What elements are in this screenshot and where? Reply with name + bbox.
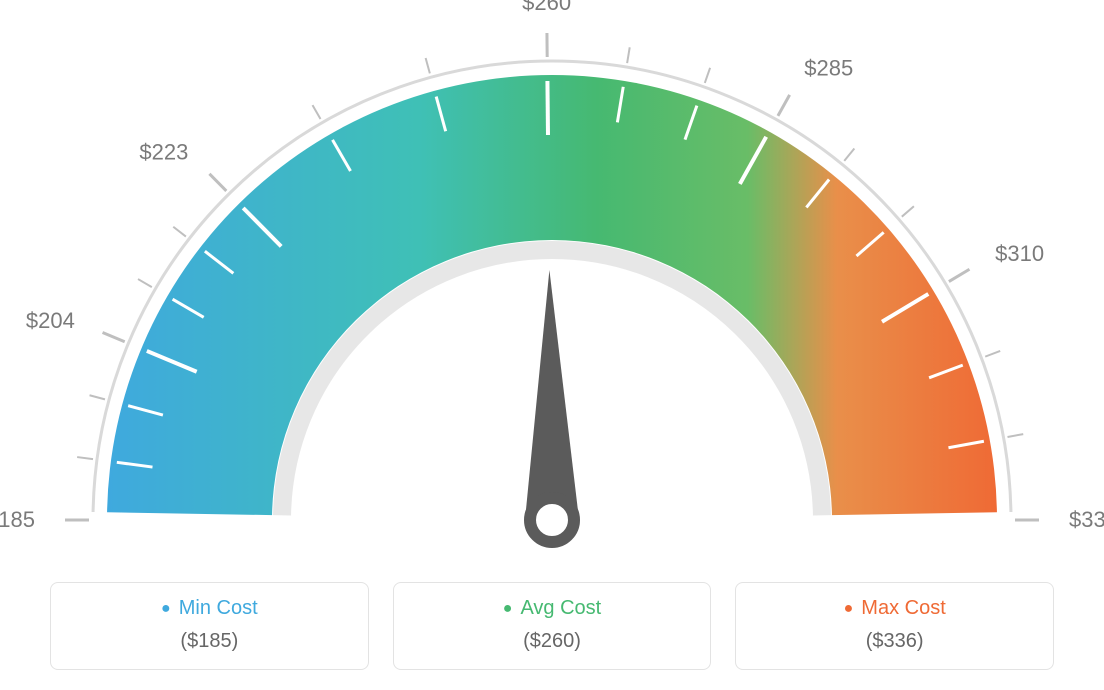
legend-avg-value: ($260) (404, 630, 701, 653)
legend-card-min: Min Cost ($185) (50, 582, 369, 670)
gauge-svg: $185 $204 $223 $260 $285 $310 $336 (0, 0, 1104, 560)
legend-avg-title: Avg Cost (404, 597, 701, 620)
gauge-tick-label: $223 (139, 140, 188, 165)
gauge-tick-label: $260 (522, 0, 571, 15)
gauge-tick-label: $285 (804, 56, 853, 81)
legend-row: Min Cost ($185) Avg Cost ($260) Max Cost… (50, 582, 1054, 670)
legend-max-title: Max Cost (746, 597, 1043, 620)
gauge-tick-label: $185 (0, 507, 35, 532)
legend-max-value: ($336) (746, 630, 1043, 653)
gauge-tick-label: $204 (26, 308, 75, 333)
gauge-tick-label: $310 (995, 241, 1044, 266)
cost-gauge-container: $185 $204 $223 $260 $285 $310 $336 Min Cost ($… (0, 0, 1104, 690)
legend-card-max: Max Cost ($336) (735, 582, 1054, 670)
legend-min-title: Min Cost (61, 597, 358, 620)
gauge-tick-label: $336 (1069, 507, 1104, 532)
legend-min-value: ($185) (61, 630, 358, 653)
legend-card-avg: Avg Cost ($260) (393, 582, 712, 670)
gauge-chart: $185 $204 $223 $260 $285 $310 $336 (0, 0, 1104, 560)
